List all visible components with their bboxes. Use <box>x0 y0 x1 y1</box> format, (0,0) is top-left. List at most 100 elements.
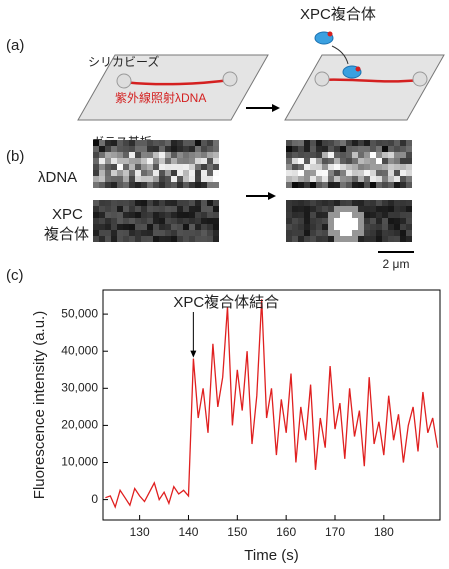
pixel <box>292 176 298 182</box>
pixel <box>165 140 171 146</box>
pixel <box>370 224 376 230</box>
pixel <box>195 224 201 230</box>
pixel <box>340 224 346 230</box>
pixel <box>340 236 346 242</box>
pixel <box>117 182 123 188</box>
pixel <box>358 146 364 152</box>
pixel <box>382 236 388 242</box>
pixel <box>334 164 340 170</box>
pixel <box>165 158 171 164</box>
pixel <box>159 164 165 170</box>
pixel <box>201 224 207 230</box>
pixel <box>195 206 201 212</box>
pixel <box>388 212 394 218</box>
pixel <box>400 170 406 176</box>
pixel <box>388 206 394 212</box>
pixel <box>322 158 328 164</box>
pixel <box>406 140 412 146</box>
pixel <box>304 200 310 206</box>
pixel <box>316 236 322 242</box>
dna-strand <box>123 78 231 86</box>
pixel <box>316 176 322 182</box>
pixel <box>304 158 310 164</box>
pixel <box>352 164 358 170</box>
pixel <box>316 218 322 224</box>
pixel <box>195 164 201 170</box>
pixel <box>129 212 135 218</box>
pixel <box>183 152 189 158</box>
pixel <box>292 170 298 176</box>
pixel <box>328 200 334 206</box>
pixel <box>177 182 183 188</box>
pixel <box>171 224 177 230</box>
pixel <box>117 152 123 158</box>
pixel <box>334 236 340 242</box>
pixel <box>286 230 292 236</box>
pixel <box>322 182 328 188</box>
arrow <box>331 45 349 65</box>
pixel <box>406 236 412 242</box>
pixel <box>382 152 388 158</box>
pixel <box>93 152 99 158</box>
x-tick-label: 150 <box>227 525 247 539</box>
bead <box>412 71 428 87</box>
pixel <box>129 200 135 206</box>
pixel <box>292 152 298 158</box>
pixel <box>394 230 400 236</box>
pixel <box>117 176 123 182</box>
pixel <box>370 212 376 218</box>
pixel <box>406 212 412 218</box>
pixel <box>177 164 183 170</box>
pixel <box>400 200 406 206</box>
pixel <box>304 230 310 236</box>
pixel <box>165 236 171 242</box>
pixel <box>201 152 207 158</box>
pixel <box>310 146 316 152</box>
pixel <box>105 146 111 152</box>
pixel <box>183 158 189 164</box>
pixel <box>153 236 159 242</box>
pixel <box>370 230 376 236</box>
pixel <box>123 146 129 152</box>
pixel <box>376 212 382 218</box>
pixel <box>394 158 400 164</box>
pixel <box>334 140 340 146</box>
pixel <box>159 230 165 236</box>
pixel <box>400 140 406 146</box>
pixel <box>370 218 376 224</box>
pixel <box>189 236 195 242</box>
pixel <box>370 176 376 182</box>
pixel <box>388 164 394 170</box>
pixel <box>213 236 219 242</box>
pixel <box>153 224 159 230</box>
pixel <box>159 212 165 218</box>
pixel <box>400 146 406 152</box>
pixel <box>286 146 292 152</box>
row-label: 複合体 <box>44 226 89 243</box>
pixel <box>189 230 195 236</box>
pixel <box>99 230 105 236</box>
pixel <box>147 218 153 224</box>
pixel <box>171 212 177 218</box>
pixel <box>382 170 388 176</box>
pixel <box>406 176 412 182</box>
pixel <box>394 176 400 182</box>
pixel <box>105 182 111 188</box>
annotation-arrow-head <box>190 350 197 358</box>
pixel <box>135 152 141 158</box>
pixel <box>201 212 207 218</box>
pixel <box>99 146 105 152</box>
pixel <box>286 182 292 188</box>
pixel <box>400 218 406 224</box>
pixel <box>207 206 213 212</box>
pixel <box>147 200 153 206</box>
pixel <box>123 218 129 224</box>
pixel <box>93 158 99 164</box>
pixel <box>123 206 129 212</box>
pixel <box>165 200 171 206</box>
pixel <box>93 176 99 182</box>
pixel <box>105 152 111 158</box>
pixel <box>358 164 364 170</box>
pixel <box>328 206 334 212</box>
pixel <box>352 170 358 176</box>
